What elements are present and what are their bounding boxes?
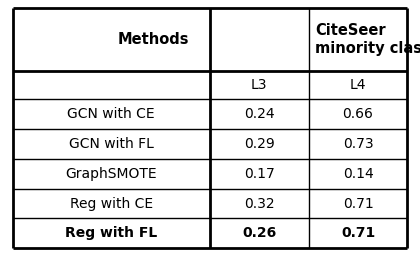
Text: 0.66: 0.66 (343, 107, 373, 121)
Text: GraphSMOTE: GraphSMOTE (66, 167, 157, 181)
Text: 0.26: 0.26 (242, 226, 276, 240)
Text: GCN with CE: GCN with CE (68, 107, 155, 121)
Text: L4: L4 (350, 78, 366, 92)
Text: 0.71: 0.71 (341, 226, 375, 240)
Text: Methods: Methods (118, 32, 189, 47)
Text: GCN with FL: GCN with FL (69, 137, 154, 151)
Text: L3: L3 (251, 78, 268, 92)
Text: 0.14: 0.14 (343, 167, 373, 181)
Text: Reg with FL: Reg with FL (65, 226, 158, 240)
Text: 0.29: 0.29 (244, 137, 275, 151)
Text: 0.73: 0.73 (343, 137, 373, 151)
Text: CiteSeer
minority classes: CiteSeer minority classes (315, 23, 420, 56)
Text: 0.32: 0.32 (244, 197, 275, 211)
Text: Reg with CE: Reg with CE (70, 197, 153, 211)
Text: 0.71: 0.71 (343, 197, 373, 211)
Text: 0.17: 0.17 (244, 167, 275, 181)
Text: 0.24: 0.24 (244, 107, 275, 121)
